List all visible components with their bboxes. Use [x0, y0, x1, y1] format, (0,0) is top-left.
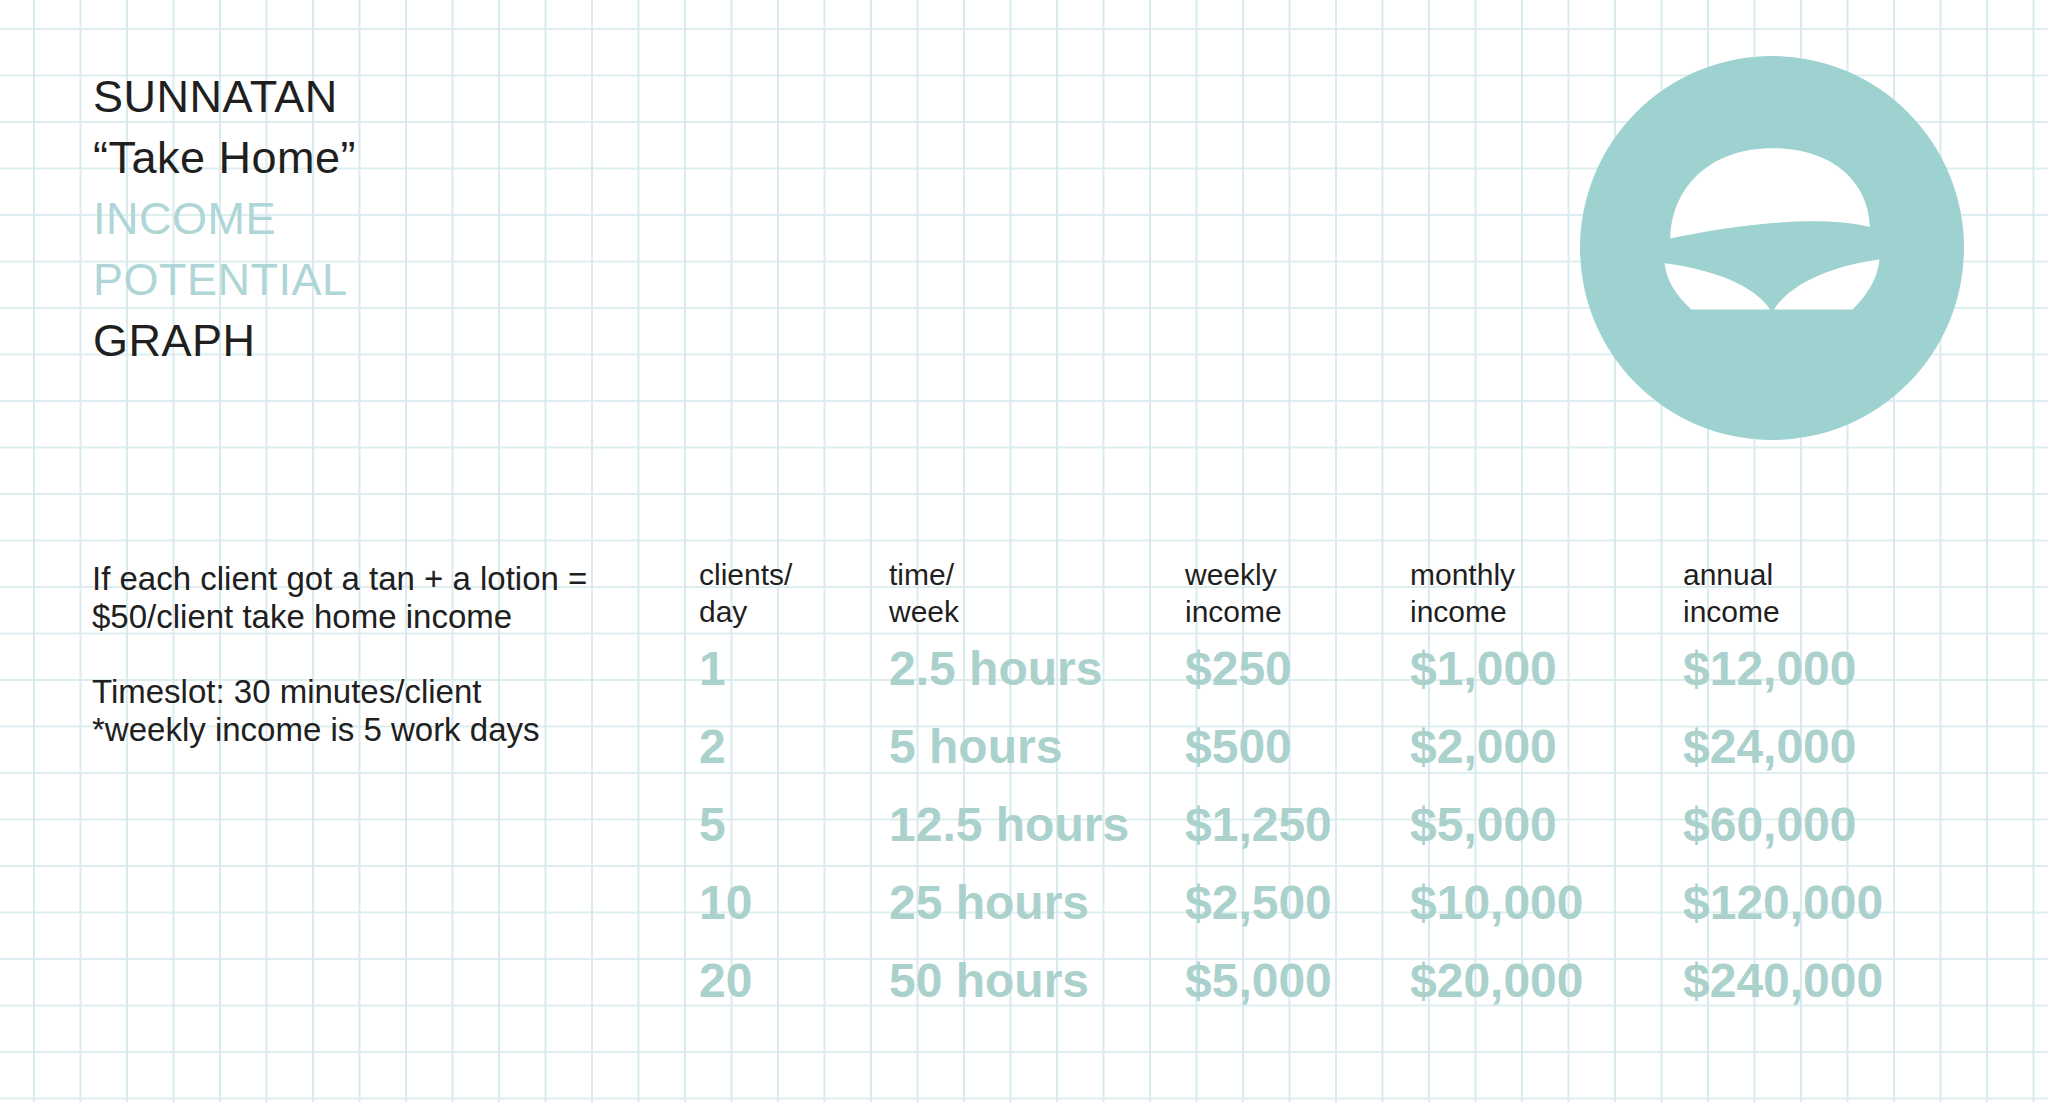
cell-weekly-income: $1,250 [1185, 804, 1410, 882]
assumption-note: If each client got a tan + a lotion = $5… [92, 560, 587, 636]
title-line-income: INCOME [93, 188, 356, 249]
title-line-take-home: “Take Home” [93, 127, 356, 188]
assumption-line-1: If each client got a tan + a lotion = [92, 560, 587, 598]
table-row: 2 5 hours $500 $2,000 $24,000 [699, 726, 1983, 804]
table-row: 5 12.5 hours $1,250 $5,000 $60,000 [699, 804, 1983, 882]
logo-circle [1580, 56, 1964, 440]
timeslot-line-1: Timeslot: 30 minutes/client [92, 673, 587, 711]
cell-weekly-income: $500 [1185, 726, 1410, 804]
timeslot-note: Timeslot: 30 minutes/client *weekly inco… [92, 673, 587, 749]
header-annual-income: annual income [1683, 556, 1983, 648]
cell-weekly-income: $2,500 [1185, 882, 1410, 960]
cell-clients-per-day: 2 [699, 726, 889, 804]
income-table: clients/ day time/ week weekly income mo… [699, 556, 1983, 1038]
timeslot-line-2: *weekly income is 5 work days [92, 711, 587, 749]
title-line-potential: POTENTIAL [93, 249, 356, 310]
cell-monthly-income: $2,000 [1410, 726, 1683, 804]
cell-weekly-income: $250 [1185, 648, 1410, 726]
table-header-row: clients/ day time/ week weekly income mo… [699, 556, 1983, 648]
cell-annual-income: $240,000 [1683, 960, 1983, 1038]
cell-annual-income: $24,000 [1683, 726, 1983, 804]
cell-monthly-income: $5,000 [1410, 804, 1683, 882]
cell-time-per-week: 12.5 hours [889, 804, 1185, 882]
assumption-line-2: $50/client take home income [92, 598, 587, 636]
table-row: 20 50 hours $5,000 $20,000 $240,000 [699, 960, 1983, 1038]
cell-annual-income: $120,000 [1683, 882, 1983, 960]
slide-canvas: SUNNATAN “Take Home” INCOME POTENTIAL GR… [0, 0, 2048, 1102]
table-row: 1 2.5 hours $250 $1,000 $12,000 [699, 648, 1983, 726]
cell-clients-per-day: 20 [699, 960, 889, 1038]
cell-monthly-income: $1,000 [1410, 648, 1683, 726]
notes-block: If each client got a tan + a lotion = $5… [92, 560, 587, 749]
cell-clients-per-day: 10 [699, 882, 889, 960]
cell-time-per-week: 25 hours [889, 882, 1185, 960]
cell-annual-income: $12,000 [1683, 648, 1983, 726]
cell-clients-per-day: 1 [699, 648, 889, 726]
cell-weekly-income: $5,000 [1185, 960, 1410, 1038]
header-clients-per-day: clients/ day [699, 556, 889, 648]
header-weekly-income: weekly income [1185, 556, 1410, 648]
header-monthly-income: monthly income [1410, 556, 1683, 648]
title-line-brand: SUNNATAN [93, 66, 356, 127]
cell-clients-per-day: 5 [699, 804, 889, 882]
cell-time-per-week: 2.5 hours [889, 648, 1185, 726]
cell-monthly-income: $10,000 [1410, 882, 1683, 960]
title-line-graph: GRAPH [93, 310, 356, 371]
sunrise-logo-icon [1580, 56, 1964, 440]
cell-time-per-week: 5 hours [889, 726, 1185, 804]
cell-time-per-week: 50 hours [889, 960, 1185, 1038]
table-row: 10 25 hours $2,500 $10,000 $120,000 [699, 882, 1983, 960]
title-block: SUNNATAN “Take Home” INCOME POTENTIAL GR… [93, 66, 356, 371]
cell-monthly-income: $20,000 [1410, 960, 1683, 1038]
cell-annual-income: $60,000 [1683, 804, 1983, 882]
header-time-per-week: time/ week [889, 556, 1185, 648]
